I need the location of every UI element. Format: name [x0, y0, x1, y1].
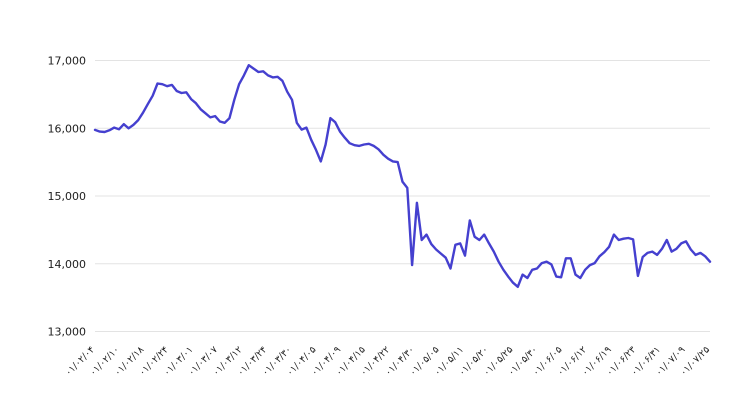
- price-series-line: [93, 63, 712, 288]
- y-axis-label: 16,000: [48, 122, 87, 135]
- y-axis-label: 17,000: [48, 55, 87, 68]
- y-axis-label: 14,000: [48, 258, 87, 271]
- y-axis-label: 15,000: [48, 190, 87, 203]
- y-axis-label: 13,000: [48, 326, 87, 339]
